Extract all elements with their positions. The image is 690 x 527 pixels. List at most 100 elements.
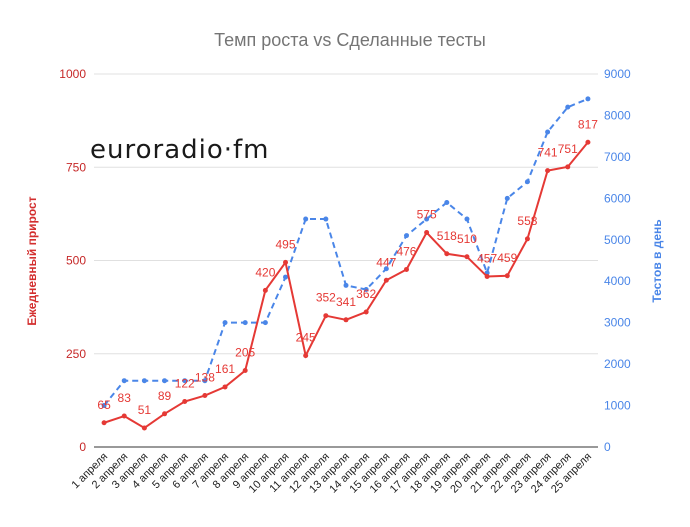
series-daily-growth xyxy=(101,139,591,431)
tests-point xyxy=(424,216,430,222)
y-left-tick-label: 750 xyxy=(66,160,86,174)
data-label: 741 xyxy=(538,146,558,160)
data-label: 459 xyxy=(497,251,517,265)
growth-point xyxy=(585,139,591,145)
data-label: 817 xyxy=(578,117,598,131)
tests-point xyxy=(121,378,127,384)
y-left-tick-label: 250 xyxy=(66,347,86,361)
tests-point xyxy=(383,266,389,272)
y-right-tick-label: 3000 xyxy=(604,316,631,330)
y-axis-left-title: Ежедневный прирост xyxy=(25,196,39,325)
tests-point xyxy=(283,274,289,280)
y-right-tick-label: 5000 xyxy=(604,233,631,247)
gridlines xyxy=(94,73,598,448)
data-label: 138 xyxy=(195,371,215,385)
growth-point xyxy=(383,277,389,283)
tests-point xyxy=(182,378,188,384)
growth-point xyxy=(262,287,268,293)
tests-point xyxy=(323,216,329,222)
data-label: 518 xyxy=(437,229,457,243)
data-label: 161 xyxy=(215,362,235,376)
y-right-tick-label: 8000 xyxy=(604,108,631,122)
data-label: 245 xyxy=(296,331,316,345)
growth-point xyxy=(464,254,470,260)
y-right-tick-label: 4000 xyxy=(604,274,631,288)
growth-point xyxy=(323,313,329,319)
data-label: 341 xyxy=(336,295,356,309)
y-right-tick-label: 7000 xyxy=(604,150,631,164)
y-axis-right-title: Тестов в день xyxy=(650,219,664,302)
growth-point xyxy=(141,425,147,431)
growth-point xyxy=(545,168,551,174)
growth-point xyxy=(303,353,309,359)
series-tests-per-day xyxy=(101,96,591,409)
tests-point xyxy=(303,216,309,222)
tests-point xyxy=(524,179,530,185)
growth-point xyxy=(363,309,369,315)
y-left-tick-label: 500 xyxy=(66,254,86,268)
data-label: 352 xyxy=(316,291,336,305)
y-right-tick-label: 0 xyxy=(604,440,611,454)
data-label: 476 xyxy=(396,244,416,258)
growth-point xyxy=(121,413,127,419)
euroradio-logo: euroradio·fm xyxy=(90,135,270,165)
data-label: 51 xyxy=(138,403,152,417)
growth-point xyxy=(283,259,289,265)
tests-point xyxy=(101,403,107,409)
tests-point xyxy=(141,378,147,384)
growth-point xyxy=(484,274,490,280)
tests-point xyxy=(565,104,571,110)
growth-point xyxy=(524,236,530,242)
growth-point xyxy=(101,420,107,426)
data-label: 122 xyxy=(175,376,195,390)
y-left-tick-label: 1000 xyxy=(59,67,86,81)
tests-point xyxy=(464,216,470,222)
y-axis-right-ticks: 0 1000 2000 3000 4000 5000 6000 7000 8000 9000 xyxy=(604,67,631,454)
tests-point xyxy=(363,287,369,293)
data-label: 362 xyxy=(356,287,376,301)
growth-point xyxy=(222,384,228,390)
growth-point xyxy=(242,368,248,374)
euroradio-logo-text: euroradio·fm xyxy=(90,135,270,165)
y-right-tick-label: 6000 xyxy=(604,191,631,205)
data-label: 447 xyxy=(376,255,396,269)
tests-point xyxy=(202,378,208,384)
tests-point xyxy=(504,195,510,201)
tests-point xyxy=(262,320,268,326)
tests-point xyxy=(343,282,349,288)
growth-point xyxy=(403,266,409,272)
growth-point xyxy=(202,393,208,399)
data-label: 457 xyxy=(477,252,497,266)
tests-point xyxy=(403,233,409,239)
growth-point xyxy=(182,398,188,404)
y-right-tick-label: 1000 xyxy=(604,399,631,413)
growth-point xyxy=(343,317,349,323)
y-axis-left-ticks: 0 250 500 750 1000 xyxy=(59,67,86,454)
data-label: 205 xyxy=(235,346,255,360)
tests-point xyxy=(545,129,551,135)
y-left-tick-label: 0 xyxy=(79,440,86,454)
tests-point xyxy=(444,199,450,205)
y-right-tick-label: 2000 xyxy=(604,357,631,371)
data-label: 575 xyxy=(417,208,437,222)
tests-point xyxy=(242,320,248,326)
data-label: 83 xyxy=(118,391,132,405)
tests-point xyxy=(222,320,228,326)
tests-point xyxy=(162,378,168,384)
growth-point xyxy=(424,230,430,236)
growth-point xyxy=(162,411,168,417)
data-label: 65 xyxy=(97,398,111,412)
data-label: 510 xyxy=(457,232,477,246)
tests-point xyxy=(585,96,591,102)
data-label: 751 xyxy=(558,142,578,156)
growth-point xyxy=(444,251,450,257)
y-right-tick-label: 9000 xyxy=(604,67,631,81)
data-label: 420 xyxy=(255,265,275,279)
data-label: 558 xyxy=(517,214,537,228)
data-label: 89 xyxy=(158,389,172,403)
growth-point xyxy=(504,273,510,279)
data-label: 495 xyxy=(276,237,296,251)
